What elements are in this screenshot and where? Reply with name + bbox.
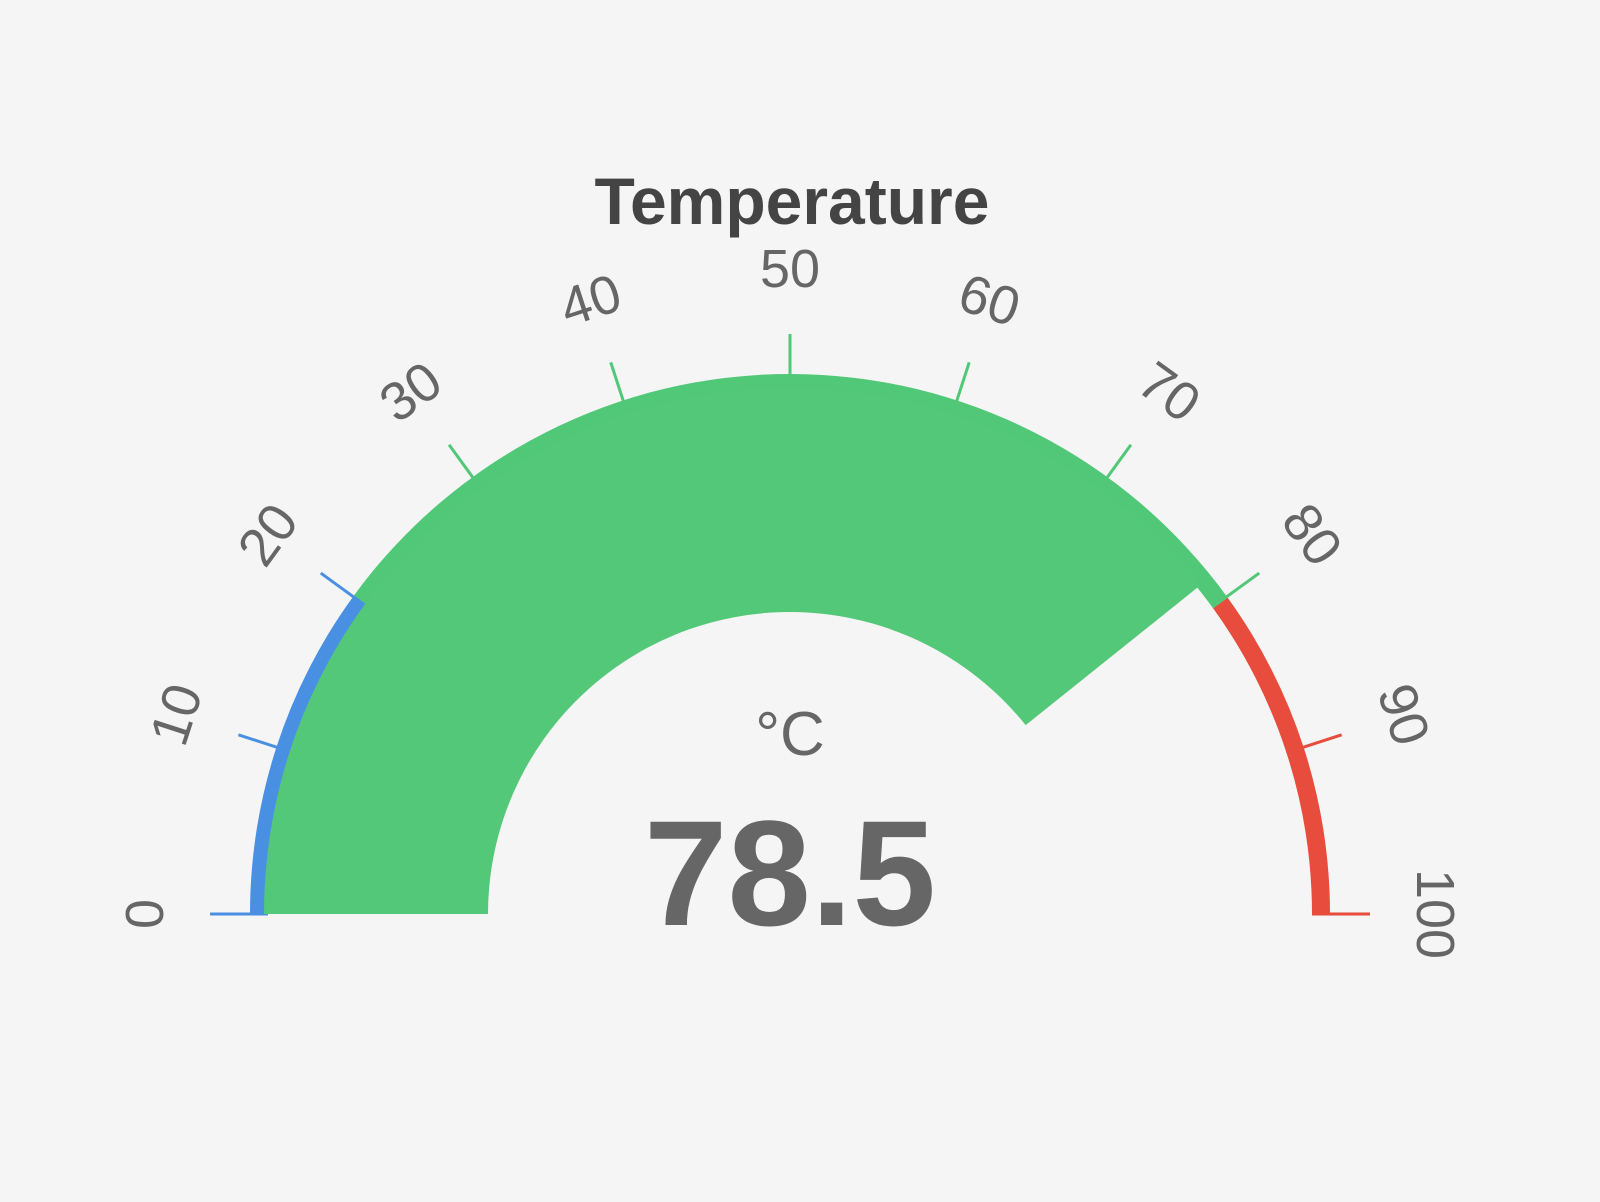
gauge-band-2 <box>1212 596 1330 914</box>
gauge-tick-label-90: 90 <box>1366 677 1442 753</box>
gauge-bands <box>250 374 1330 914</box>
gauge-tick-20 <box>319 571 369 609</box>
gauge-tick-label-10: 10 <box>139 677 215 753</box>
gauge-band-1 <box>353 374 1227 608</box>
gauge-tick-label-70: 70 <box>1127 350 1211 434</box>
gauge-tick-30 <box>447 443 485 493</box>
gauge-tick-40 <box>609 361 631 419</box>
gauge-value-fill <box>264 387 1201 914</box>
gauge-band-0 <box>250 596 368 914</box>
gauge-tick-60 <box>949 361 971 419</box>
gauge-ticks <box>210 334 1370 916</box>
gauge-tick-label-100: 100 <box>1405 869 1465 959</box>
gauge-unit-label: °C <box>755 700 825 769</box>
gauge-tick-label-0: 0 <box>115 899 175 929</box>
gauge-value-sector <box>264 387 1201 914</box>
gauge-tick-label-60: 60 <box>951 263 1027 339</box>
gauge-tick-label-50: 50 <box>760 239 820 299</box>
gauge-tick-label-20: 20 <box>226 493 310 577</box>
gauge-tick-label-30: 30 <box>369 350 453 434</box>
gauge-value-label: 78.5 <box>644 789 936 957</box>
gauge-tick-label-40: 40 <box>553 263 629 339</box>
gauge-tick-80 <box>1211 571 1261 609</box>
gauge-tick-label-80: 80 <box>1270 493 1354 577</box>
gauge-tick-10 <box>237 733 295 755</box>
gauge-tick-90 <box>1285 733 1343 755</box>
gauge-title: Temperature <box>595 164 990 238</box>
gauge-tick-70 <box>1095 443 1133 493</box>
